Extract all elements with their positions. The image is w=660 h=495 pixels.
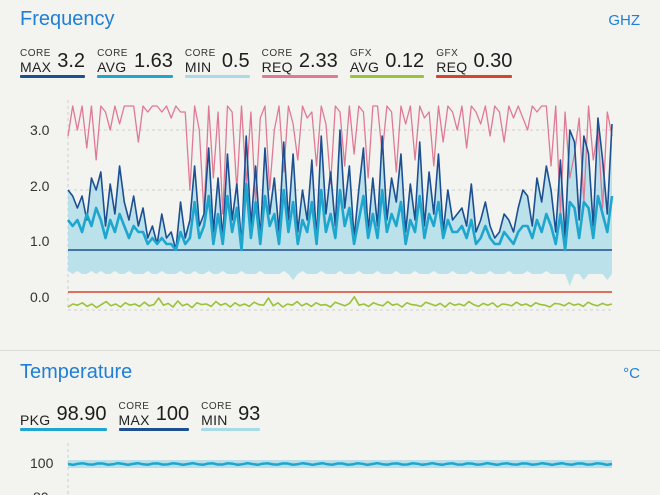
temperature-panel: Temperature °C PKG 98.90 CORE MAX 100 CO… xyxy=(0,350,660,495)
metric-core-min: CORE MIN 0.5 xyxy=(184,38,250,78)
metric-label: AVG xyxy=(97,59,127,75)
metric-core-req: CORE REQ 2.33 xyxy=(261,38,338,78)
metric-value: 0.30 xyxy=(473,50,513,72)
metric-temp-core-min: CORE MIN 93 xyxy=(201,391,261,431)
metric-value: 3.2 xyxy=(57,50,86,72)
metric-group-label: CORE xyxy=(184,48,216,59)
temp-pkg-line xyxy=(67,461,613,467)
temperature-unit: °C xyxy=(623,365,640,382)
metric-label: MIN xyxy=(201,412,228,428)
metric-gfx-avg: GFX AVG 0.12 xyxy=(349,38,425,78)
metric-core-avg: CORE AVG 1.63 xyxy=(97,38,173,78)
metric-gfx-req: GFX REQ 0.30 xyxy=(436,38,513,78)
y-tick-label: 0.0 xyxy=(30,289,50,305)
temperature-title: Temperature xyxy=(20,361,133,383)
metric-label: AVG xyxy=(349,59,380,75)
metric-value: 100 xyxy=(155,403,190,425)
metric-value: 98.90 xyxy=(56,403,107,425)
metric-label: MAX xyxy=(20,59,52,75)
metric-group-label: CORE xyxy=(201,401,233,412)
metric-color-bar xyxy=(20,75,86,78)
y-tick-label: 3.0 xyxy=(30,122,50,138)
frequency-panel: Frequency GHZ CORE MAX 3.2 CORE AVG 1.63… xyxy=(20,8,640,311)
metric-temp-core-max: CORE MAX 100 xyxy=(118,391,190,431)
metric-color-bar xyxy=(118,428,190,431)
metric-color-bar xyxy=(97,75,173,78)
metric-color-bar xyxy=(436,75,513,78)
temperature-metrics: PKG 98.90 CORE MAX 100 CORE MIN 93 xyxy=(20,391,272,431)
metric-color-bar xyxy=(184,75,250,78)
metric-label: REQ xyxy=(436,59,468,75)
metric-group-label: CORE xyxy=(118,401,150,412)
metric-pkg: PKG 98.90 xyxy=(20,391,107,431)
y-tick-label: 80 xyxy=(33,489,49,495)
y-tick-label: 100 xyxy=(30,455,54,471)
metric-color-bar xyxy=(261,75,338,78)
temperature-chart: 100 80 xyxy=(30,443,613,495)
frequency-unit: GHZ xyxy=(608,12,640,29)
frequency-title: Frequency xyxy=(20,8,115,30)
metric-color-bar xyxy=(20,428,107,431)
frequency-metrics: CORE MAX 3.2 CORE AVG 1.63 CORE MIN 0.5 … xyxy=(20,38,524,78)
metric-label: MIN xyxy=(184,59,212,75)
series-line-gfx-avg xyxy=(67,296,613,309)
metric-core-max: CORE MAX 3.2 xyxy=(20,38,86,78)
metric-color-bar xyxy=(349,75,425,78)
metric-label: REQ xyxy=(261,59,293,75)
series-line-core-req xyxy=(67,105,613,215)
series-line-core-avg xyxy=(66,182,614,252)
metric-value: 93 xyxy=(238,403,261,425)
y-tick-label: 2.0 xyxy=(30,178,50,194)
frequency-chart: 3.0 2.0 1.0 0.0 xyxy=(30,100,614,311)
metric-label: PKG xyxy=(20,412,51,428)
metric-color-bar xyxy=(201,428,261,431)
metric-value: 1.63 xyxy=(133,50,173,72)
metric-group-label: GFX xyxy=(436,48,459,59)
metric-value: 0.12 xyxy=(385,50,425,72)
metric-group-label: CORE xyxy=(261,48,293,59)
metric-group-label: CORE xyxy=(20,48,51,59)
metric-label: MAX xyxy=(118,412,150,428)
series-line-core-max xyxy=(67,117,613,251)
y-tick-label: 1.0 xyxy=(30,233,50,249)
metric-group-label: GFX xyxy=(349,48,372,59)
metric-group-label: CORE xyxy=(97,48,128,59)
metric-value: 2.33 xyxy=(298,50,338,72)
metric-value: 0.5 xyxy=(221,50,250,72)
